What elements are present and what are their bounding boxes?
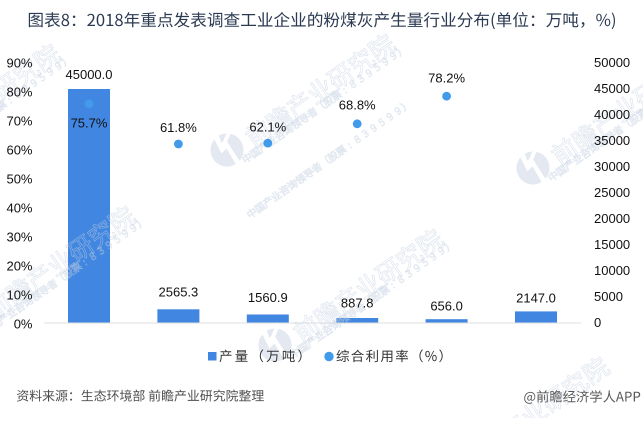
svg-text:2147.0: 2147.0	[516, 291, 556, 306]
svg-text:90%: 90%	[6, 56, 32, 71]
svg-text:61.8%: 61.8%	[160, 120, 197, 135]
svg-text:10%: 10%	[6, 287, 32, 302]
svg-text:30%: 30%	[6, 229, 32, 244]
svg-text:40000: 40000	[594, 107, 630, 122]
svg-text:50000: 50000	[594, 55, 630, 70]
svg-text:80%: 80%	[6, 85, 32, 100]
svg-text:1560.9: 1560.9	[248, 290, 288, 305]
svg-text:45000.0: 45000.0	[66, 67, 113, 82]
svg-text:50%: 50%	[6, 172, 32, 187]
svg-text:40%: 40%	[6, 201, 32, 216]
svg-text:75.7%: 75.7%	[71, 115, 108, 130]
svg-text:0: 0	[594, 315, 601, 330]
svg-text:20000: 20000	[594, 211, 630, 226]
svg-text:78.2%: 78.2%	[428, 70, 465, 85]
svg-text:10000: 10000	[594, 263, 630, 278]
svg-text:887.8: 887.8	[341, 296, 374, 311]
svg-text:0%: 0%	[14, 316, 33, 331]
svg-text:35000: 35000	[594, 133, 630, 148]
svg-text:68.8%: 68.8%	[339, 98, 376, 113]
svg-text:20%: 20%	[6, 258, 32, 273]
svg-text:70%: 70%	[6, 114, 32, 129]
svg-text:25000: 25000	[594, 185, 630, 200]
svg-text:30000: 30000	[594, 159, 630, 174]
svg-text:45000: 45000	[594, 81, 630, 96]
svg-text:656.0: 656.0	[430, 299, 463, 314]
svg-text:60%: 60%	[6, 143, 32, 158]
svg-text:62.1%: 62.1%	[249, 119, 286, 134]
svg-text:2565.3: 2565.3	[159, 285, 199, 300]
svg-text:15000: 15000	[594, 237, 630, 252]
svg-text:5000: 5000	[594, 289, 623, 304]
